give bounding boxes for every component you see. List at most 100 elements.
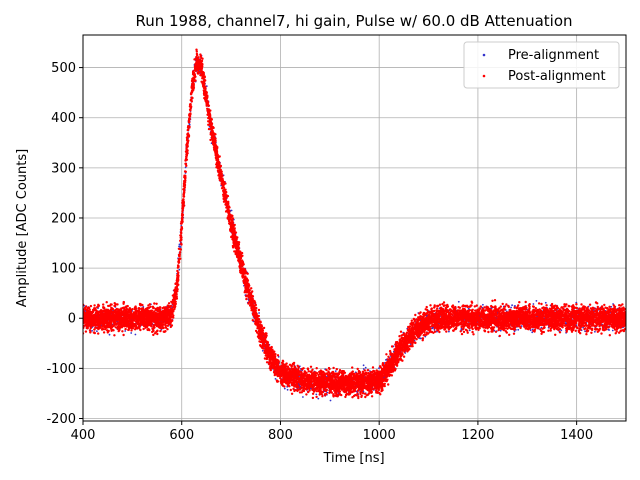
data-point: [93, 331, 97, 335]
data-point: [560, 329, 563, 332]
data-point: [91, 329, 93, 332]
data-point: [594, 330, 596, 333]
data-point: [511, 304, 513, 307]
data-point: [615, 330, 618, 333]
data-point: [261, 349, 264, 352]
data-point: [468, 329, 471, 332]
data-point: [431, 327, 434, 330]
data-point: [582, 326, 584, 329]
data-point: [422, 334, 425, 337]
data-point: [108, 333, 111, 336]
data-point: [245, 295, 248, 298]
data-point: [335, 368, 338, 371]
data-point: [510, 306, 512, 309]
data-point: [575, 303, 578, 306]
data-point: [531, 331, 534, 334]
data-point: [363, 369, 366, 372]
data-point: [286, 388, 289, 391]
data-point: [124, 330, 127, 332]
data-point: [378, 367, 380, 370]
data-point: [96, 330, 98, 333]
data-point: [169, 325, 172, 329]
data-point: [399, 330, 403, 333]
data-point: [448, 308, 452, 311]
data-point: [364, 366, 367, 369]
data-point: [283, 387, 286, 390]
data-point: [134, 333, 137, 336]
data-point: [258, 312, 260, 314]
data-point: [518, 301, 521, 304]
data-point: [302, 396, 304, 398]
data-point: [611, 329, 614, 332]
data-point: [497, 328, 500, 332]
series-pre-alignment: [83, 54, 626, 402]
data-point: [428, 331, 431, 334]
data-point: [363, 392, 367, 395]
data-point: [166, 324, 170, 327]
data-point: [460, 328, 463, 331]
data-point: [408, 325, 412, 328]
data-point: [459, 330, 462, 333]
data-point: [442, 301, 446, 304]
data-point: [121, 330, 124, 333]
data-point: [543, 326, 546, 329]
data-point: [315, 393, 318, 396]
data-point: [332, 366, 335, 370]
data-point: [610, 305, 613, 308]
data-point: [483, 306, 486, 309]
data-point: [535, 300, 538, 302]
data-point: [230, 209, 233, 212]
data-point: [529, 329, 532, 332]
data-point: [499, 329, 502, 332]
data-point: [113, 334, 116, 337]
data-layer: [83, 48, 626, 402]
data-point: [482, 303, 484, 306]
data-point: [438, 330, 441, 334]
data-point: [131, 308, 134, 311]
data-point: [257, 308, 261, 312]
data-point: [366, 369, 369, 372]
data-point: [413, 341, 417, 344]
data-point: [307, 370, 310, 373]
data-point: [575, 301, 578, 304]
data-point: [379, 393, 382, 396]
data-point: [513, 305, 516, 307]
data-point: [457, 300, 460, 303]
data-point: [195, 48, 198, 51]
data-point: [448, 330, 450, 333]
data-point: [334, 370, 337, 372]
data-point: [607, 328, 610, 331]
data-point: [513, 330, 516, 333]
data-point: [305, 393, 308, 396]
data-point: [474, 309, 477, 312]
data-point: [178, 245, 180, 248]
data-point: [532, 303, 535, 305]
data-point: [419, 337, 421, 340]
data-point: [614, 332, 617, 335]
data-point: [209, 109, 212, 112]
grid: [82, 35, 626, 421]
data-point: [329, 399, 332, 402]
series-post-alignment: [83, 48, 626, 400]
data-point: [245, 297, 248, 301]
data-point: [517, 328, 520, 331]
data-point: [547, 329, 550, 332]
data-point: [554, 333, 557, 336]
data-point: [274, 378, 277, 380]
data-point: [181, 210, 184, 213]
data-point: [351, 396, 354, 399]
data-point: [520, 325, 523, 327]
data-point: [97, 332, 100, 335]
data-point: [117, 329, 120, 333]
data-point: [585, 333, 588, 336]
data-point: [309, 365, 313, 368]
data-point: [362, 364, 365, 367]
data-point: [130, 332, 133, 334]
data-point: [540, 302, 543, 306]
data-point: [166, 328, 169, 331]
data-point: [523, 325, 526, 328]
data-point: [479, 305, 482, 308]
data-point: [178, 268, 181, 271]
data-point: [317, 397, 320, 400]
